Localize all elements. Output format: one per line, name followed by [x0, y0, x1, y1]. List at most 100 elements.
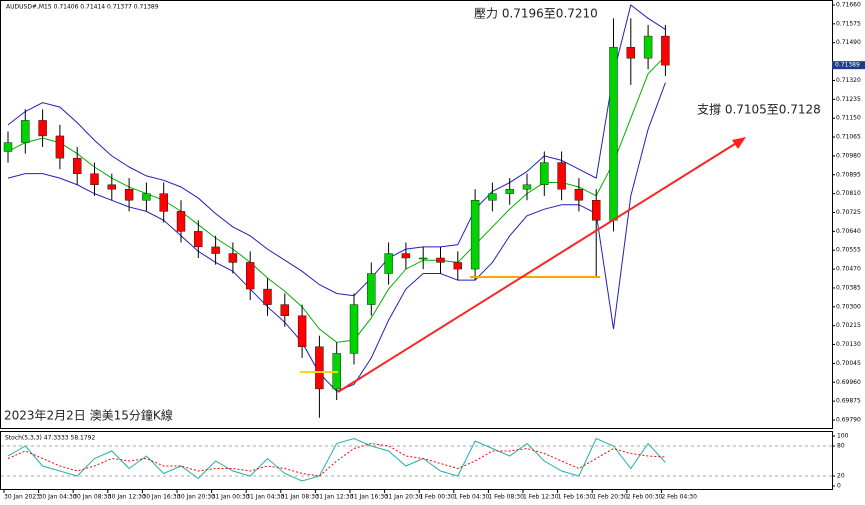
candle-body: [367, 273, 376, 305]
y-tick-label: 0.70725: [836, 209, 861, 216]
x-tick-label: 30 Jan 08:30: [73, 494, 111, 501]
y-tick-label: 0.70215: [836, 322, 861, 329]
y-tick-label: 0.69960: [836, 379, 861, 386]
annotation: 壓力 0.7196至0.7210: [474, 7, 598, 21]
candle-body: [194, 231, 203, 248]
x-tick-label: 2 Feb 00:30: [627, 494, 663, 501]
x-tick-label: 31 Jan 20:30: [385, 494, 423, 501]
stoch-tick-label: 100: [837, 433, 849, 440]
y-tick-label: 0.70130: [836, 341, 861, 348]
y-tick-label: 0.71235: [836, 96, 861, 103]
candle-body: [574, 188, 584, 201]
candle-body: [436, 257, 445, 263]
candle-body: [90, 173, 99, 185]
candle-body: [470, 200, 480, 270]
candle-body: [176, 211, 186, 232]
candle-body: [315, 346, 324, 390]
candle-body: [21, 120, 30, 143]
x-tick-label: 1 Feb 12:30: [523, 494, 559, 501]
x-tick-label: 30 Jan 16:30: [142, 494, 180, 501]
candle-body: [609, 46, 618, 221]
stoch-line: [7, 442, 666, 477]
y-tick-label: 0.70385: [836, 284, 861, 291]
candle-body: [55, 135, 65, 159]
stoch-tick-label: 80: [837, 443, 845, 450]
candle-body: [643, 35, 653, 59]
candle-body: [540, 162, 549, 185]
annotation: 支撐 0.7105至0.7128: [697, 103, 821, 117]
y-tick-label: 0.70045: [836, 360, 861, 367]
y-tick-label: 0.70640: [836, 228, 861, 235]
candle-body: [488, 193, 497, 201]
candle-body: [245, 262, 255, 290]
x-tick-label: 31 Jan 04:30: [246, 494, 284, 501]
y-tick-label: 0.71575: [836, 20, 861, 27]
y-tick-label: 0.70810: [836, 190, 861, 197]
x-tick-label: 31 Jan 08:30: [281, 494, 319, 501]
candle-body: [592, 200, 601, 221]
x-tick-label: 1 Feb 20:30: [592, 494, 628, 501]
stoch-tick-label: 0: [837, 483, 841, 490]
y-tick-label: 0.70895: [836, 171, 861, 178]
candle-body: [384, 253, 393, 274]
band-upper: [7, 4, 666, 297]
price-marker-label: 0.71389: [835, 62, 860, 69]
candle-body: [661, 35, 670, 66]
x-tick-label: 31 Jan 00:30: [212, 494, 250, 501]
candle-body: [522, 184, 532, 190]
candle-body: [453, 262, 462, 270]
arrow-head: [732, 137, 746, 149]
y-tick-label: 0.71065: [836, 134, 861, 141]
annotation: 2023年2月2日 澳美15分鐘K線: [4, 408, 173, 423]
x-tick-label: 1 Feb 16:30: [558, 494, 594, 501]
candle-body: [419, 257, 428, 260]
candle-body: [297, 315, 307, 347]
candle-body: [626, 46, 635, 59]
stoch-title: Stoch(5,3,3) 47.3333 58.1792: [5, 435, 96, 442]
x-tick-label: 30 Jan 20:30: [177, 494, 215, 501]
y-tick-label: 0.70980: [836, 152, 861, 159]
x-tick-label: 30 Jan 04:30: [39, 494, 77, 501]
trend-arrow: [337, 141, 739, 393]
y-tick-label: 0.69875: [836, 398, 861, 405]
candle-body: [280, 304, 289, 316]
candle-body: [72, 157, 82, 174]
band-middle: [7, 55, 666, 343]
header: AUDUSD#,M15 0.71406 0.71414 0.71377 0.71…: [6, 4, 159, 11]
candle-body: [142, 193, 151, 201]
stoch-pane: [0, 431, 833, 490]
y-tick-label: 0.70555: [836, 247, 861, 254]
x-tick-label: 31 Jan 12:30: [315, 494, 353, 501]
x-tick-label: 1 Feb 08:30: [488, 494, 524, 501]
y-tick-label: 0.71320: [836, 77, 861, 84]
y-tick-label: 0.70300: [836, 303, 861, 310]
candle-body: [211, 246, 220, 254]
candle-body: [159, 193, 168, 212]
y-tick-label: 0.70470: [836, 266, 861, 273]
y-tick-label: 0.71490: [836, 39, 861, 46]
candle-body: [505, 188, 514, 194]
x-tick-label: 1 Feb 04:30: [454, 494, 490, 501]
candle-body: [107, 184, 117, 190]
stoch-tick-label: 20: [837, 473, 845, 480]
candle-body: [124, 188, 134, 201]
candle-body: [349, 304, 359, 354]
candle-body: [228, 253, 238, 263]
x-tick-label: 1 Feb 00:30: [419, 494, 455, 501]
price-pane: [0, 0, 833, 429]
candle-body: [557, 162, 566, 190]
x-tick-label: 2 Feb 04:30: [661, 494, 697, 501]
candle-body: [38, 120, 47, 137]
y-tick-label: 0.71660: [836, 2, 861, 9]
x-tick-label: 30 Jan 2023: [4, 494, 40, 501]
x-tick-label: 31 Jan 16:30: [350, 494, 388, 501]
y-tick-label: 0.69790: [836, 417, 861, 424]
y-tick-label: 0.71150: [836, 115, 861, 122]
candle-body: [3, 142, 13, 152]
x-tick-label: 30 Jan 12:30: [108, 494, 146, 501]
stoch-line: [7, 437, 666, 482]
candle-body: [401, 253, 411, 259]
candle-body: [263, 288, 272, 305]
price-marker: [832, 61, 865, 70]
